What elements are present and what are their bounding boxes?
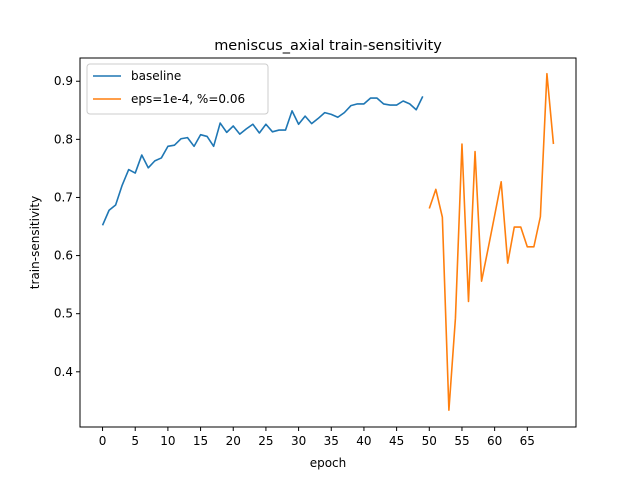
legend-label: eps=1e-4, %=0.06	[131, 92, 245, 106]
x-tick-label: 25	[258, 434, 273, 448]
x-tick-label: 35	[324, 434, 339, 448]
x-tick-label: 55	[454, 434, 469, 448]
x-tick-label: 20	[226, 434, 241, 448]
x-tick-label: 40	[356, 434, 371, 448]
x-tick-label: 30	[291, 434, 306, 448]
legend-label: baseline	[131, 69, 181, 83]
y-tick-label: 0.9	[54, 74, 73, 88]
x-tick-label: 45	[389, 434, 404, 448]
plot-lines	[101, 72, 555, 411]
y-tick-label: 0.5	[54, 307, 73, 321]
x-tick-label: 60	[487, 434, 502, 448]
plot-frame	[79, 57, 577, 428]
x-tick-label: 50	[422, 434, 437, 448]
legend-box	[86, 63, 269, 115]
x-tick-label: 65	[520, 434, 535, 448]
x-tick-label: 15	[193, 434, 208, 448]
x-tick-label: 5	[131, 434, 139, 448]
legend: baseline eps=1e-4, %=0.06	[86, 63, 269, 115]
series-line-1	[101, 95, 424, 226]
series-line-2	[428, 72, 555, 411]
x-axis-ticks: 0 5 10 15 20 25 30 35 40 45 50 55 60 65	[99, 427, 535, 448]
x-tick-label: 10	[160, 434, 175, 448]
y-tick-label: 0.4	[54, 365, 73, 379]
y-tick-label: 0.6	[54, 249, 73, 263]
y-tick-label: 0.7	[54, 190, 73, 204]
x-axis-label: epoch	[310, 456, 347, 470]
y-axis-label: train-sensitivity	[28, 196, 42, 289]
x-tick-label: 0	[99, 434, 107, 448]
y-tick-label: 0.8	[54, 132, 73, 146]
chart-title: meniscus_axial train-sensitivity	[214, 38, 442, 54]
y-axis-ticks: 0.4 0.5 0.6 0.7 0.8 0.9	[54, 74, 80, 379]
